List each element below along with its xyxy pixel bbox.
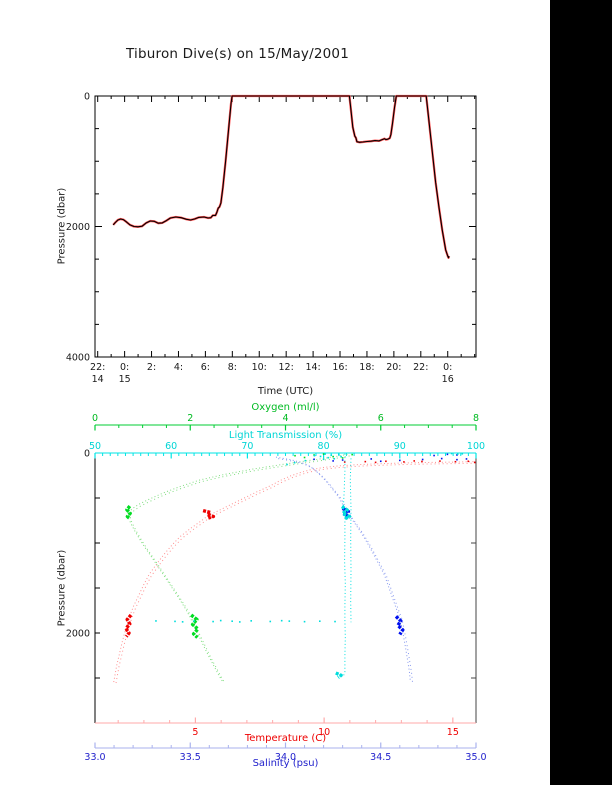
svg-text:2000: 2000 bbox=[66, 222, 90, 233]
svg-text:10:: 10: bbox=[252, 362, 267, 373]
svg-text:16:: 16: bbox=[332, 362, 347, 373]
light-transmission-axis-title: Light Transmission (%) bbox=[228, 430, 343, 441]
svg-text:4:: 4: bbox=[174, 362, 183, 373]
svg-text:2000: 2000 bbox=[66, 629, 90, 640]
bottom-chart-y-axis-label: Pressure (dbar) bbox=[56, 549, 68, 627]
svg-text:34.5: 34.5 bbox=[370, 752, 391, 763]
svg-text:22:: 22: bbox=[90, 362, 105, 373]
svg-text:80: 80 bbox=[318, 441, 330, 452]
svg-text:15: 15 bbox=[447, 727, 459, 738]
temperature-axis-title: Temperature (C) bbox=[244, 733, 327, 744]
svg-text:50: 50 bbox=[89, 441, 101, 452]
svg-text:6: 6 bbox=[378, 413, 384, 424]
svg-text:35.0: 35.0 bbox=[465, 752, 486, 763]
svg-text:0: 0 bbox=[84, 449, 90, 460]
black-margin bbox=[550, 0, 612, 785]
svg-text:5: 5 bbox=[192, 727, 198, 738]
svg-text:33.0: 33.0 bbox=[84, 752, 105, 763]
top-chart-y-axis-label: Pressure (dbar) bbox=[56, 187, 68, 265]
svg-text:14: 14 bbox=[92, 374, 104, 385]
svg-text:2:: 2: bbox=[147, 362, 156, 373]
charts-canvas: 22:140:152: 4: 6: 8: 10: 12: 14: 16: 18: 20: 22: 0:… bbox=[66, 92, 487, 764]
svg-text:4: 4 bbox=[282, 413, 288, 424]
page-title: Tiburon Dive(s) on 15/May/2001 bbox=[126, 46, 350, 62]
svg-text:34.0: 34.0 bbox=[275, 752, 296, 763]
svg-text:100: 100 bbox=[467, 441, 485, 452]
svg-text:60: 60 bbox=[165, 441, 177, 452]
oxygen-axis-title: Oxygen (ml/l) bbox=[251, 402, 320, 413]
svg-text:12:: 12: bbox=[279, 362, 294, 373]
svg-text:16: 16 bbox=[442, 374, 454, 385]
svg-text:0:: 0: bbox=[443, 362, 452, 373]
svg-text:90: 90 bbox=[394, 441, 406, 452]
svg-text:0: 0 bbox=[84, 92, 90, 103]
svg-text:10: 10 bbox=[318, 727, 330, 738]
svg-text:4000: 4000 bbox=[66, 353, 90, 364]
svg-text:20:: 20: bbox=[386, 362, 401, 373]
svg-text:22:: 22: bbox=[413, 362, 428, 373]
salinity-axis-title: Salinity (psu) bbox=[252, 758, 319, 769]
svg-text:0: 0 bbox=[92, 413, 98, 424]
svg-text:0:: 0: bbox=[120, 362, 129, 373]
svg-text:18:: 18: bbox=[359, 362, 374, 373]
svg-text:8:: 8: bbox=[228, 362, 237, 373]
svg-text:33.5: 33.5 bbox=[180, 752, 201, 763]
svg-text:14:: 14: bbox=[305, 362, 320, 373]
svg-text:6:: 6: bbox=[201, 362, 210, 373]
plot-page: 22: 14 0: 15 2: 4: 6: 8: 10: 12: 14: 16: 18: 20: 22: 0:… bbox=[0, 0, 550, 785]
svg-text:2: 2 bbox=[187, 413, 193, 424]
top-chart-x-axis-label: Time (UTC) bbox=[257, 386, 314, 397]
svg-text:15: 15 bbox=[119, 374, 131, 385]
svg-text:70: 70 bbox=[241, 441, 253, 452]
svg-text:8: 8 bbox=[473, 413, 479, 424]
